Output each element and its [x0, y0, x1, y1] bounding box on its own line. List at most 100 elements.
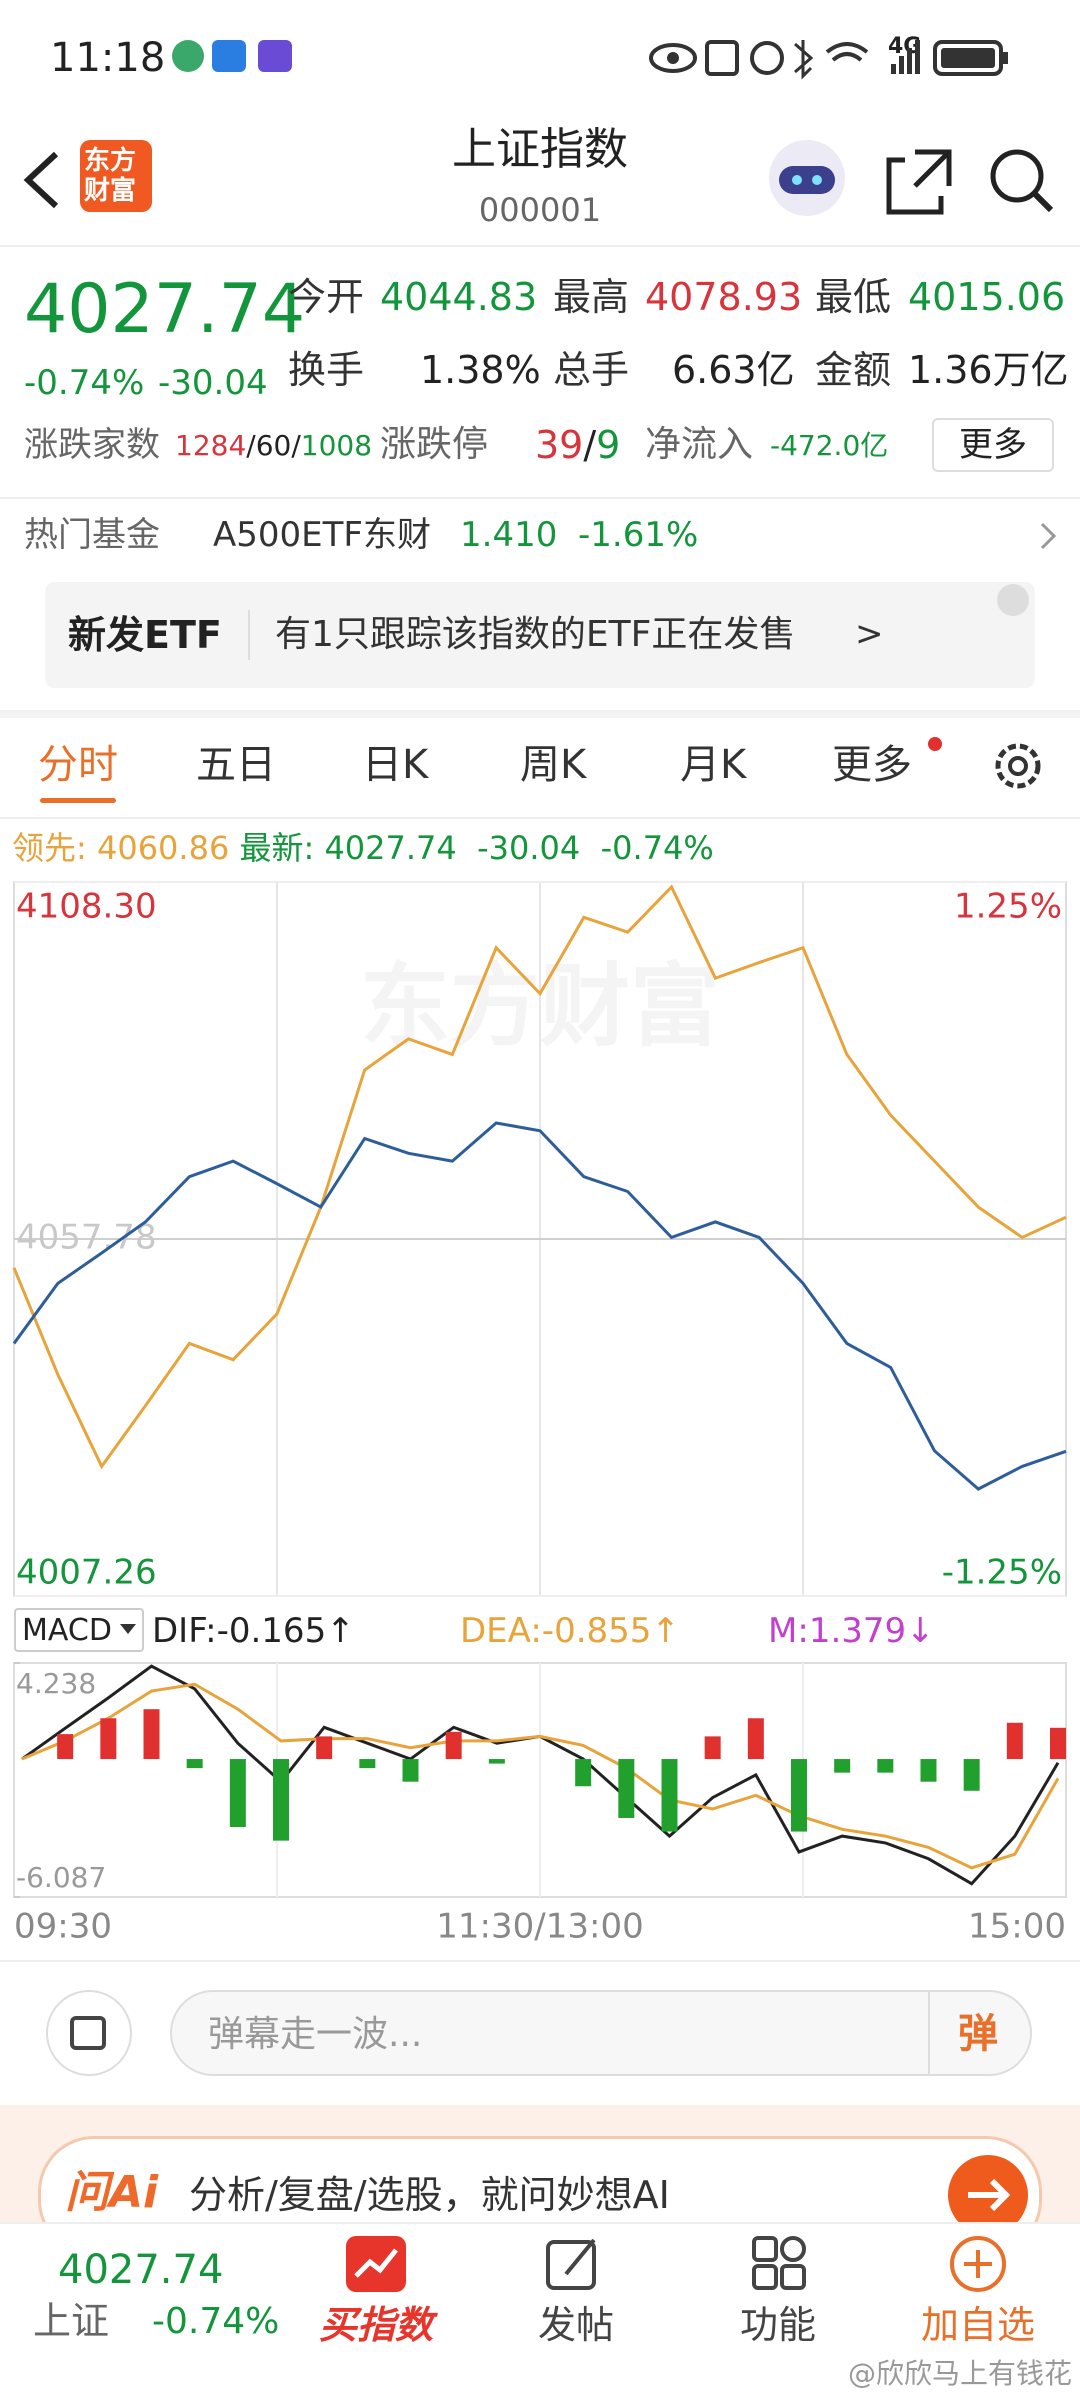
legend-name: M [768, 1611, 798, 1651]
legend-name: DEA [460, 1611, 531, 1651]
fund-name[interactable]: A500ETF东财 [213, 515, 431, 555]
stat-value: 1.36万亿 [908, 348, 1069, 392]
legend-change: -30.04 [477, 829, 581, 867]
gear [995, 743, 1041, 789]
indicator-selector[interactable]: MACD [14, 1608, 144, 1652]
eye-icon [667, 52, 679, 64]
macd-bar [1050, 1727, 1066, 1760]
inflow: -472.0亿 [770, 429, 889, 462]
trend: ↑ [326, 1611, 355, 1651]
chevron-path [1040, 522, 1057, 550]
macd-bar [100, 1718, 117, 1760]
etf-banner[interactable]: 新发ETF 有1只跟踪该指数的ETF正在发售 > [45, 582, 1035, 688]
macd-bar [791, 1759, 807, 1832]
alarm-icon [750, 41, 784, 75]
assistant-eye [812, 175, 822, 185]
x-tick-label: 11:30/13:00 [436, 1907, 643, 1947]
macd-line [21, 1682, 1060, 1870]
macd-bar [661, 1759, 678, 1832]
unchanged: 60 [255, 429, 292, 462]
tab[interactable]: 更多 [832, 742, 912, 788]
breadth: 1284/60/1008 [175, 432, 372, 460]
gear-hub [1008, 756, 1028, 776]
send-danmaku[interactable]: 弹 [958, 2011, 998, 2057]
app-logo[interactable]: 东方 财富 [80, 140, 152, 212]
separator: : [205, 1611, 217, 1651]
ai-logo: 问Ai [65, 2167, 159, 2218]
signal [907, 48, 912, 74]
stat-label: 总手 [553, 348, 630, 392]
search-icon [1032, 191, 1054, 213]
status-icon [212, 40, 246, 72]
legend-value: 1.379 [808, 1611, 907, 1651]
macd-bar [445, 1731, 462, 1760]
stat-label: 金额 [815, 348, 892, 392]
macd-legend: DEA:-0.855↑ [460, 1614, 680, 1648]
nav-item[interactable]: 发帖 [537, 2303, 614, 2347]
tab[interactable]: 五日 [196, 742, 276, 788]
battery [933, 40, 1003, 76]
dropdown-caret [120, 1624, 136, 1634]
macd-bar [186, 1759, 203, 1769]
banner-text: 有1只跟踪该指数的ETF正在发售 [275, 614, 796, 655]
settings-button[interactable] [990, 738, 1046, 794]
nav-item[interactable]: 功能 [739, 2303, 816, 2347]
y-tick-label: 4108.30 [16, 887, 157, 927]
y-tick-label: 4.238 [16, 1667, 96, 1700]
legend-value: 4060.86 [96, 829, 230, 867]
macd-legend: DIF:-0.165↑ [152, 1614, 355, 1648]
macd-legend: M:1.379↓ [768, 1614, 935, 1648]
y-tick-label: 4007.26 [16, 1553, 157, 1593]
macd-bar [488, 1759, 505, 1764]
nav-item[interactable]: 加自选 [920, 2303, 1035, 2347]
status-time: 11:18 [50, 35, 166, 81]
func-icon [752, 2264, 778, 2290]
separator: / [583, 423, 597, 467]
limit-up: 39 [535, 423, 584, 467]
legend-name: DIF [152, 1611, 206, 1651]
search-icon[interactable] [990, 149, 1044, 203]
legend-name: 领先 [12, 829, 77, 867]
trend: ↑ [651, 1611, 680, 1651]
last-price: 4027.74 [24, 270, 306, 349]
header-actions [769, 140, 1054, 216]
y-tick-label: -6.087 [16, 1861, 106, 1894]
tab[interactable]: 日K [362, 742, 429, 788]
logo-text: 东方 [84, 146, 137, 176]
danmaku-toggle[interactable] [46, 1990, 132, 2076]
comment-input[interactable]: 弹幕走一波... 弹 [170, 1990, 1032, 2076]
status-icon [258, 40, 292, 72]
tab[interactable]: 分时 [38, 742, 118, 788]
macd-bar [877, 1759, 894, 1773]
buy-icon-line [354, 2248, 398, 2278]
close-button[interactable] [997, 584, 1029, 616]
share-icon[interactable] [886, 149, 952, 215]
status-icon [172, 40, 204, 72]
stat-label: 今开 [288, 275, 365, 319]
divider [0, 497, 1080, 499]
tab[interactable]: 月K [680, 742, 747, 788]
macd-bar [963, 1759, 980, 1791]
macd-bar [273, 1759, 289, 1841]
separator: : [76, 829, 87, 867]
assistant-eye [792, 175, 802, 185]
status-icons [649, 40, 1008, 80]
stat-label: 最低 [815, 275, 892, 319]
banner-divider [248, 610, 250, 660]
tab[interactable]: 周K [520, 742, 587, 788]
nav-item[interactable]: 买指数 [318, 2303, 433, 2347]
back-button[interactable] [20, 150, 64, 210]
change: -30.04 [158, 363, 268, 403]
fund-label: 热门基金 [24, 515, 160, 555]
chevron [1040, 522, 1057, 550]
y2-tick-label: 1.25% [954, 887, 1062, 927]
stat-value: 1.38% [420, 348, 541, 392]
more-button[interactable]: 更多 [932, 418, 1054, 472]
fund-change: -1.61% [578, 515, 699, 555]
indicator-name: MACD [22, 1613, 112, 1648]
bottom-price: 4027.74 [58, 2247, 224, 2293]
ai-go[interactable] [946, 2153, 1030, 2237]
fund-price: 1.410 [460, 515, 558, 555]
legend-value: -0.165 [216, 1611, 327, 1651]
